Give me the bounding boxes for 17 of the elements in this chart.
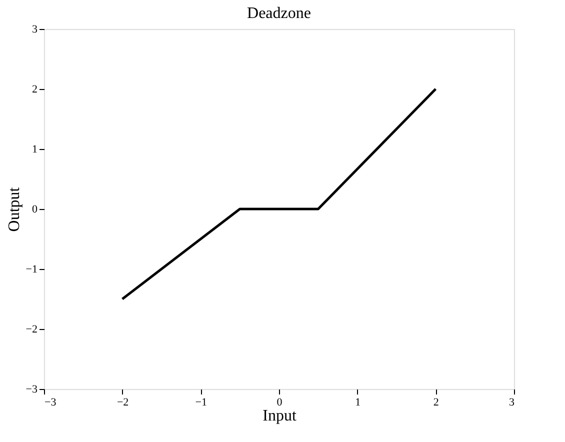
x-tick-label: −3 bbox=[44, 396, 57, 408]
x-tick-label: 3 bbox=[509, 396, 515, 408]
y-axis-title: Output bbox=[6, 186, 23, 232]
chart-title: Deadzone bbox=[247, 5, 311, 22]
y-tick-label: −1 bbox=[26, 264, 38, 276]
x-tick-label: 2 bbox=[433, 396, 439, 408]
x-tick-label: 1 bbox=[355, 396, 361, 408]
x-tick-label: 0 bbox=[276, 396, 283, 408]
y-tick-label: −2 bbox=[26, 324, 38, 336]
x-axis-title: Input bbox=[262, 408, 297, 424]
x-tick-label: −1 bbox=[195, 396, 208, 408]
y-tick-label: 1 bbox=[32, 144, 38, 156]
y-tick-label: 3 bbox=[32, 24, 38, 36]
y-tick-label: 2 bbox=[32, 84, 38, 96]
y-tick-label: 0 bbox=[32, 204, 38, 216]
x-tick-label: −2 bbox=[116, 396, 129, 408]
y-tick-label: −3 bbox=[26, 384, 38, 396]
